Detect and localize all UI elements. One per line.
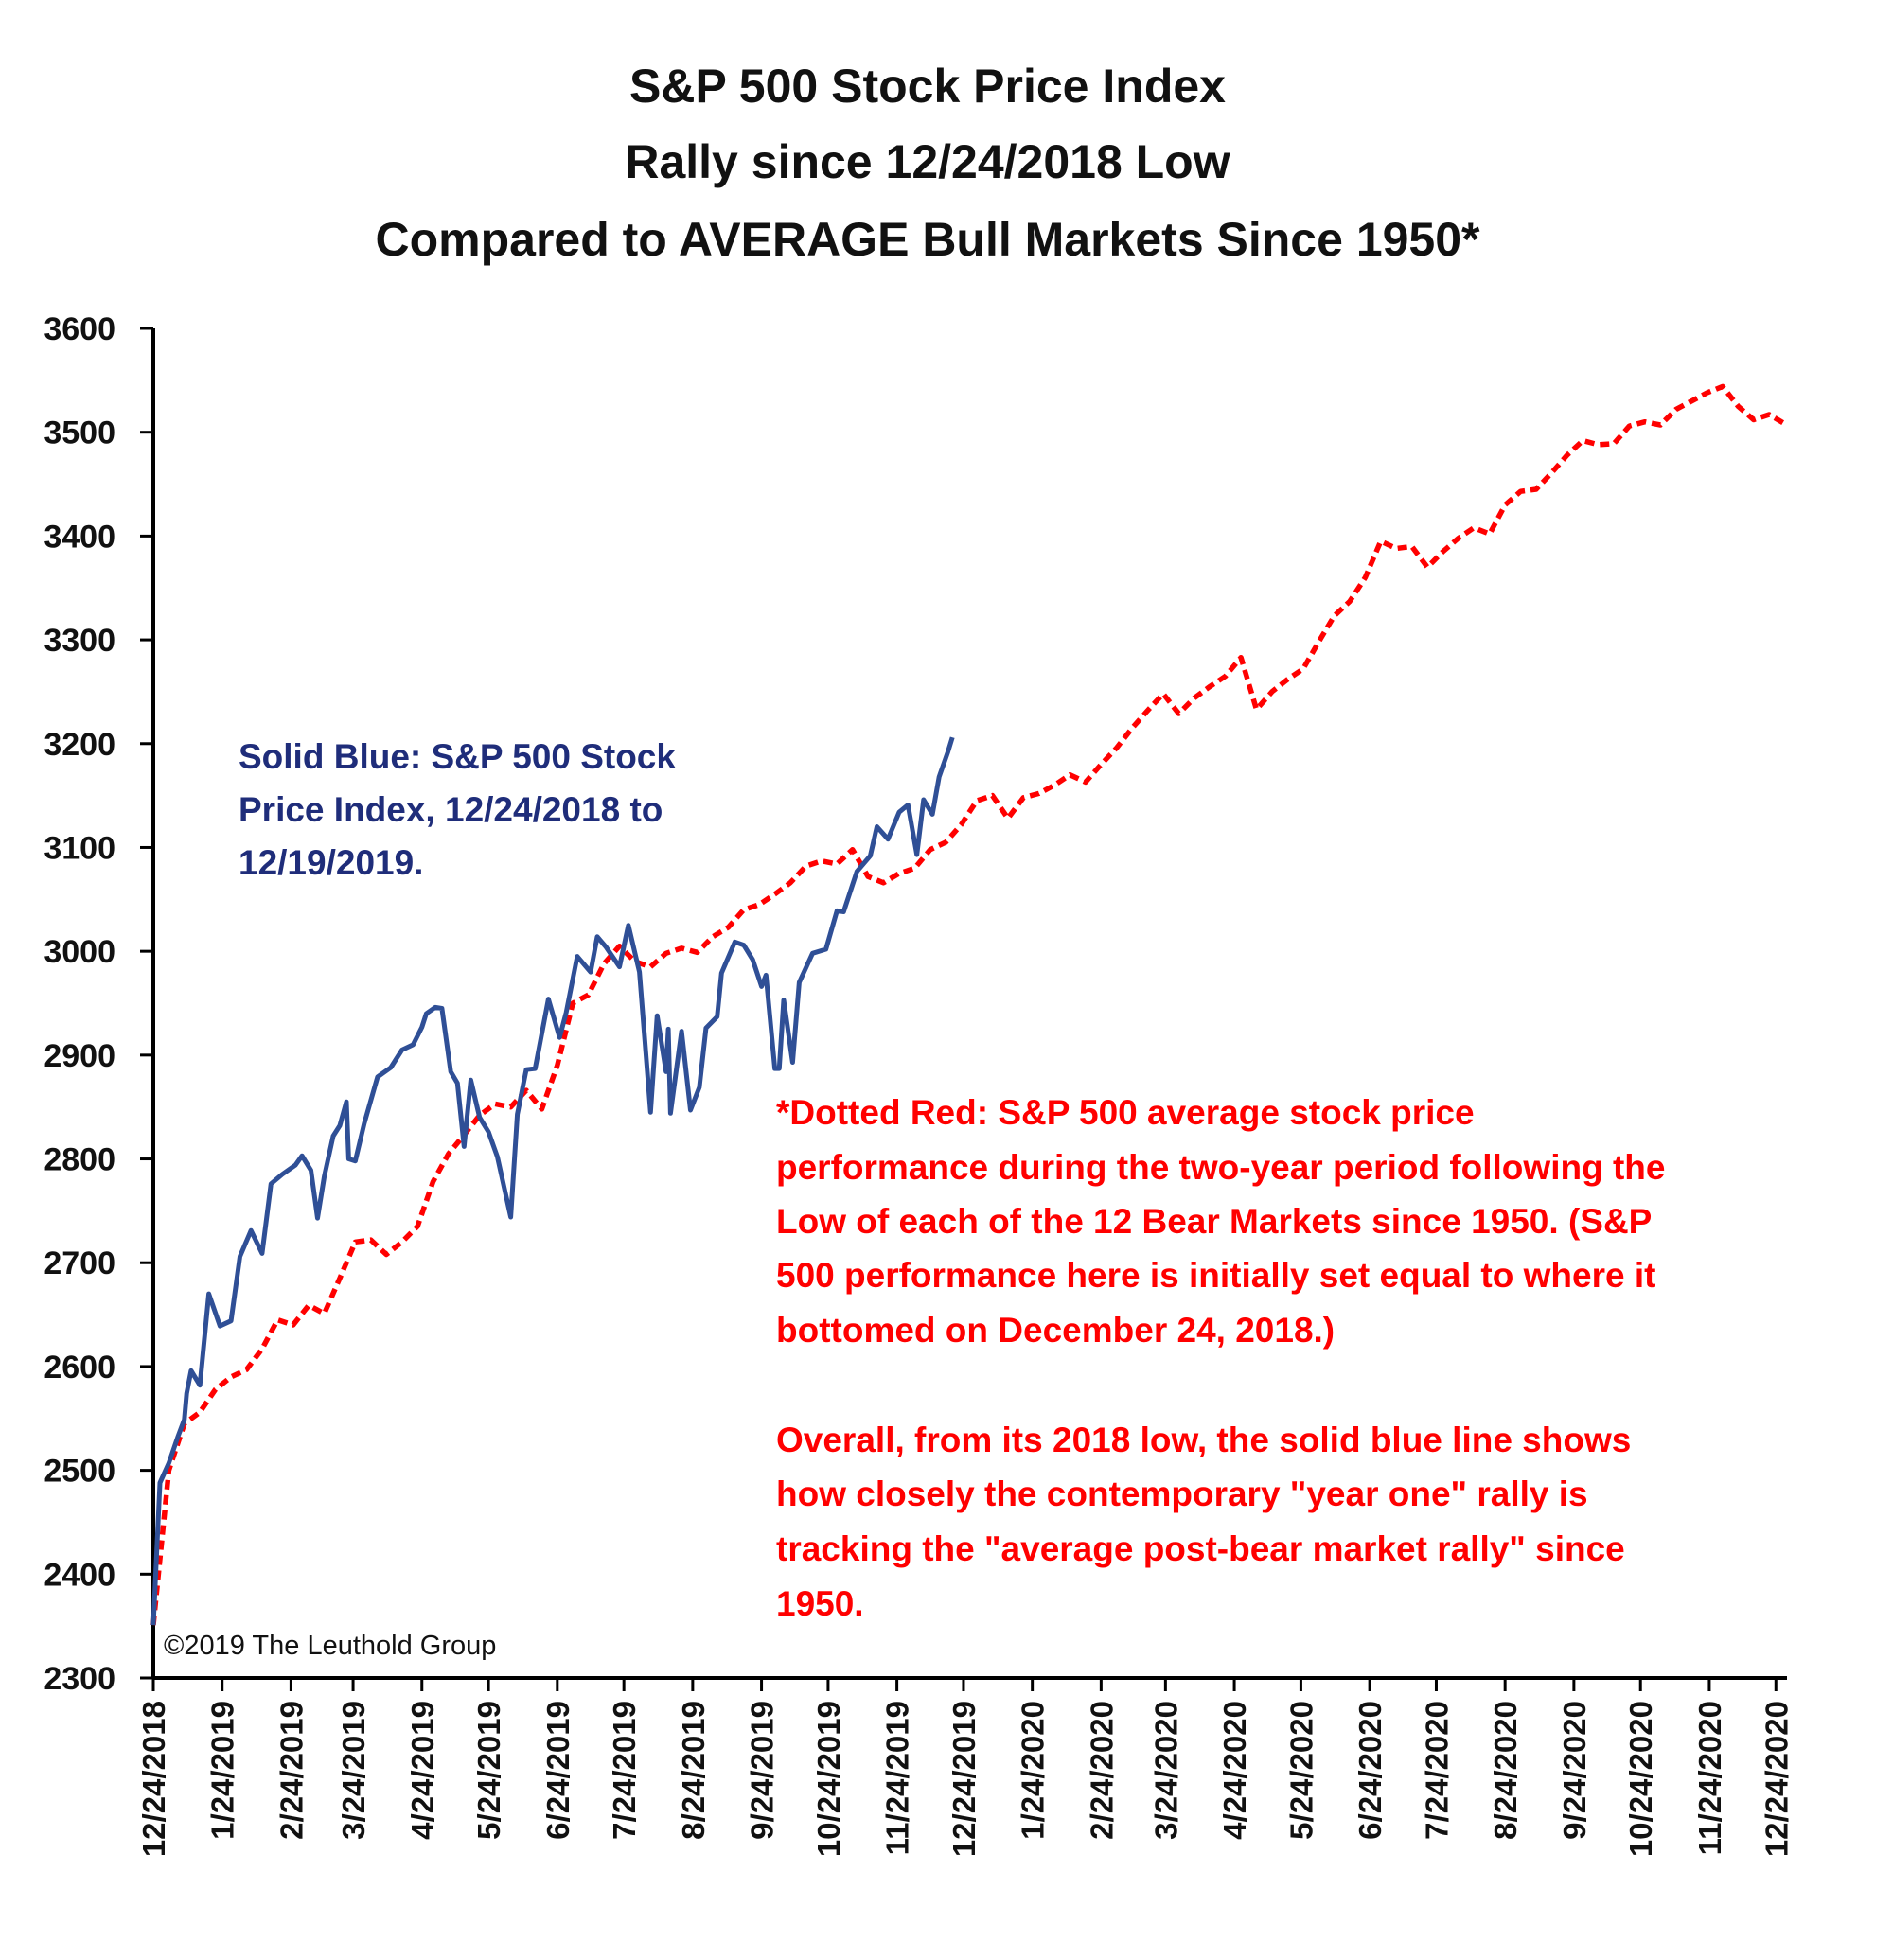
red-note-line-4: 500 performance here is initially set eq… bbox=[776, 1256, 1655, 1295]
y-axis-ticks: 2300 2400 2500 2600 2700 2800 2900 3000 3100 3200… bbox=[44, 311, 153, 1697]
red-series-note: *Dotted Red: S&P 500 average stock price… bbox=[776, 1093, 1665, 1350]
x-axis-ticks: 12/24/2018 1/24/2019 2/24/2019 3/24/2019 4/2… bbox=[136, 1678, 1794, 1857]
y-tick-label: 2300 bbox=[44, 1661, 115, 1697]
x-tick-label: 8/24/2020 bbox=[1488, 1701, 1523, 1840]
blue-note-line-3: 12/19/2019. bbox=[239, 843, 423, 882]
chart-title-line-1: S&P 500 Stock Price Index bbox=[629, 60, 1226, 113]
x-tick-label: 11/24/2020 bbox=[1692, 1701, 1727, 1855]
x-tick-label: 12/24/2018 bbox=[136, 1701, 171, 1857]
x-tick-label: 1/24/2020 bbox=[1016, 1701, 1051, 1840]
y-tick-label: 2700 bbox=[44, 1245, 115, 1281]
x-tick-label: 3/24/2019 bbox=[336, 1701, 371, 1840]
x-tick-label: 8/24/2019 bbox=[676, 1701, 711, 1840]
blue-note-line-1: Solid Blue: S&P 500 Stock bbox=[239, 737, 676, 776]
blue-note-line-2: Price Index, 12/24/2018 to bbox=[239, 790, 663, 829]
red-note-line-2: performance during the two-year period f… bbox=[776, 1148, 1665, 1187]
chart-axes bbox=[151, 328, 1787, 1680]
x-tick-label: 9/24/2020 bbox=[1557, 1701, 1592, 1840]
x-tick-label: 11/24/2019 bbox=[880, 1701, 915, 1855]
x-tick-label: 6/24/2019 bbox=[540, 1701, 575, 1840]
x-tick-label: 12/24/2020 bbox=[1759, 1701, 1794, 1857]
y-tick-label: 2900 bbox=[44, 1038, 115, 1074]
x-tick-label: 1/24/2019 bbox=[205, 1701, 240, 1840]
y-tick-label: 3300 bbox=[44, 623, 115, 659]
x-tick-label: 5/24/2019 bbox=[471, 1701, 506, 1840]
y-tick-label: 3400 bbox=[44, 519, 115, 555]
x-tick-label: 7/24/2019 bbox=[607, 1701, 642, 1840]
x-tick-label: 12/24/2019 bbox=[946, 1701, 982, 1857]
x-tick-label: 10/24/2019 bbox=[811, 1701, 846, 1857]
chart-title-line-3: Compared to AVERAGE Bull Markets Since 1… bbox=[375, 213, 1480, 266]
series-layer bbox=[150, 383, 1787, 1626]
y-tick-label: 3200 bbox=[44, 727, 115, 763]
blue-sp500-line bbox=[150, 736, 955, 1626]
x-tick-label: 5/24/2020 bbox=[1283, 1701, 1318, 1840]
y-tick-label: 2400 bbox=[44, 1557, 115, 1593]
x-tick-label: 9/24/2019 bbox=[745, 1701, 780, 1840]
x-tick-label: 4/24/2020 bbox=[1217, 1701, 1252, 1840]
copyright-text: ©2019 The Leuthold Group bbox=[164, 1631, 496, 1661]
x-tick-label: 4/24/2019 bbox=[405, 1701, 440, 1840]
y-tick-label: 3500 bbox=[44, 415, 115, 451]
blue-series-note: Solid Blue: S&P 500 Stock Price Index, 1… bbox=[239, 737, 676, 882]
x-tick-label: 3/24/2020 bbox=[1148, 1701, 1183, 1840]
y-tick-label: 2500 bbox=[44, 1454, 115, 1490]
summary-note-line-1: Overall, from its 2018 low, the solid bl… bbox=[776, 1421, 1631, 1459]
y-tick-label: 3000 bbox=[44, 934, 115, 970]
summary-note: Overall, from its 2018 low, the solid bl… bbox=[776, 1421, 1631, 1623]
x-tick-label: 2/24/2020 bbox=[1084, 1701, 1119, 1840]
x-tick-label: 10/24/2020 bbox=[1623, 1701, 1658, 1857]
red-note-line-3: Low of each of the 12 Bear Markets since… bbox=[776, 1202, 1652, 1241]
y-tick-label: 2600 bbox=[44, 1350, 115, 1386]
red-note-line-5: bottomed on December 24, 2018.) bbox=[776, 1311, 1335, 1350]
summary-note-line-3: tracking the "average post-bear market r… bbox=[776, 1529, 1625, 1568]
y-tick-label: 3600 bbox=[44, 311, 115, 347]
x-tick-label: 2/24/2019 bbox=[274, 1701, 309, 1840]
summary-note-line-4: 1950. bbox=[776, 1584, 864, 1623]
summary-note-line-2: how closely the contemporary "year one" … bbox=[776, 1474, 1588, 1513]
x-tick-label: 7/24/2020 bbox=[1419, 1701, 1454, 1840]
x-tick-label: 6/24/2020 bbox=[1353, 1701, 1388, 1840]
y-tick-label: 2800 bbox=[44, 1142, 115, 1178]
y-tick-label: 3100 bbox=[44, 830, 115, 866]
red-note-line-1: *Dotted Red: S&P 500 average stock price bbox=[776, 1093, 1475, 1132]
chart-title: S&P 500 Stock Price Index Rally since 12… bbox=[375, 60, 1480, 266]
chart-title-line-2: Rally since 12/24/2018 Low bbox=[625, 135, 1230, 188]
